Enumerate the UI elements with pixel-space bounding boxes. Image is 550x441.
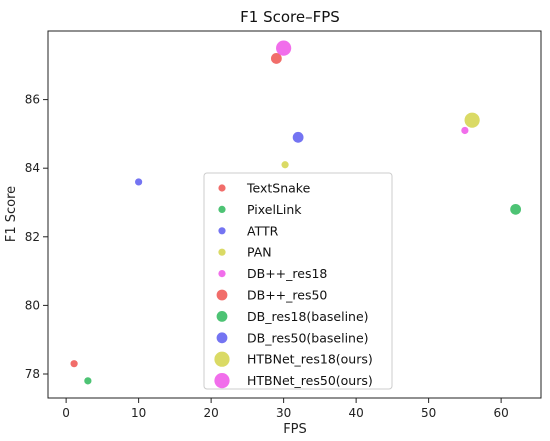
legend-entry: PAN bbox=[218, 245, 272, 260]
legend-marker bbox=[214, 351, 230, 367]
y-axis: 78 80 82 84 86 bbox=[25, 93, 48, 381]
chart-title: F1 Score–FPS bbox=[240, 8, 340, 26]
legend-entry: HTBNet_res50(ours) bbox=[214, 373, 373, 389]
plot-area: 0 10 20 30 40 50 60 78 80 82 84 86 bbox=[25, 30, 542, 420]
legend-label: PixelLink bbox=[247, 202, 302, 217]
legend-marker bbox=[216, 311, 228, 322]
data-points bbox=[70, 40, 522, 385]
x-tick-label: 10 bbox=[131, 406, 146, 420]
legend-label: HTBNet_res50(ours) bbox=[247, 373, 373, 388]
y-axis-label: F1 Score bbox=[4, 186, 19, 242]
legend-marker bbox=[214, 373, 230, 389]
legend-entry: DB++_res50 bbox=[216, 288, 327, 303]
y-tick-label: 80 bbox=[25, 298, 40, 312]
legend-entry: DB_res18(baseline) bbox=[216, 309, 369, 324]
y-tick-label: 78 bbox=[25, 367, 40, 381]
x-tick-label: 30 bbox=[276, 406, 291, 420]
point-pixellink bbox=[84, 377, 92, 385]
legend-marker bbox=[218, 205, 226, 213]
legend-entry: DB++_res18 bbox=[218, 266, 327, 281]
plot-frame bbox=[47, 30, 542, 399]
legend-entry: TextSnake bbox=[218, 181, 311, 196]
legend-label: ATTR bbox=[247, 223, 279, 238]
y-tick-label: 82 bbox=[25, 230, 40, 244]
point-db-res18-baseline bbox=[510, 203, 522, 215]
point-attr bbox=[135, 178, 143, 186]
legend-marker bbox=[218, 184, 226, 192]
x-axis-label: FPS bbox=[283, 422, 307, 437]
legend-entry: HTBNet_res18(ours) bbox=[214, 351, 373, 367]
point-textsnake bbox=[70, 360, 78, 368]
legend-entry: DB_res50(baseline) bbox=[216, 330, 369, 345]
point-htbnet-res50-ours bbox=[276, 40, 292, 56]
legend-label: DB_res50(baseline) bbox=[247, 330, 369, 345]
point-db-res50-baseline bbox=[292, 131, 304, 143]
point-pan bbox=[281, 161, 289, 169]
legend-box bbox=[203, 172, 393, 390]
point-db-res18 bbox=[461, 126, 469, 135]
legend-label: DB_res18(baseline) bbox=[247, 309, 369, 324]
legend-marker bbox=[218, 248, 226, 256]
legend-marker bbox=[216, 289, 228, 301]
point-db-res50 bbox=[270, 53, 282, 64]
x-tick-label: 20 bbox=[203, 406, 218, 420]
x-tick-label: 0 bbox=[62, 406, 70, 420]
legend-label: HTBNet_res18(ours) bbox=[247, 352, 373, 367]
legend-label: DB++_res50 bbox=[247, 288, 327, 303]
legend-label: TextSnake bbox=[246, 181, 311, 196]
legend-entry: ATTR bbox=[218, 223, 279, 238]
legend-marker bbox=[218, 227, 226, 235]
legend-label: PAN bbox=[247, 245, 272, 260]
legend-label: DB++_res18 bbox=[247, 266, 327, 281]
x-axis: 0 10 20 30 40 50 60 bbox=[62, 398, 509, 420]
point-htbnet-res18-ours bbox=[464, 112, 480, 128]
legend: TextSnake PixelLink ATTR PAN DB++_res18 DB++_… bbox=[203, 172, 393, 390]
x-tick-label: 40 bbox=[348, 406, 363, 420]
y-tick-label: 86 bbox=[25, 93, 40, 107]
legend-entry: PixelLink bbox=[218, 202, 302, 217]
x-tick-label: 50 bbox=[421, 406, 436, 420]
x-tick-label: 60 bbox=[493, 406, 508, 420]
legend-marker bbox=[218, 270, 226, 278]
legend-marker bbox=[216, 332, 228, 344]
y-tick-label: 84 bbox=[25, 161, 40, 175]
